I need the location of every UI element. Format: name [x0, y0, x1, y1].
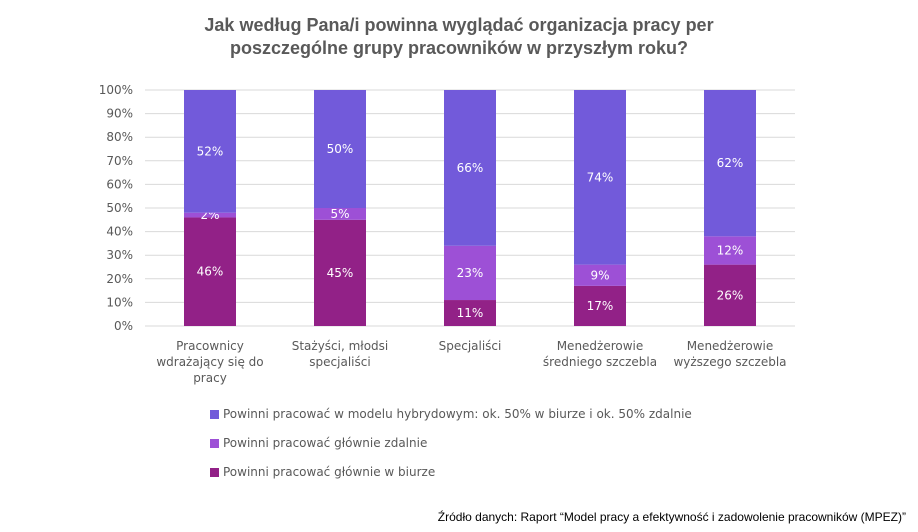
y-tick-label: 10% — [106, 295, 133, 309]
legend-item: Powinni pracować w modelu hybrydowym: ok… — [210, 407, 692, 421]
x-category-label: specjaliści — [309, 355, 370, 369]
data-label: 23% — [457, 266, 484, 280]
data-label: 11% — [457, 306, 484, 320]
bar-segment — [314, 208, 366, 220]
x-category-label: Specjaliści — [439, 339, 502, 353]
data-label: 66% — [457, 161, 484, 175]
x-category-label: Menedżerowie — [557, 339, 644, 353]
legend-label: Powinni pracować głównie w biurze — [223, 465, 436, 479]
y-tick-label: 20% — [106, 272, 133, 286]
x-category-label: wdrażający się do — [156, 355, 263, 369]
bar-segment — [704, 264, 756, 326]
bar-segment — [184, 212, 236, 218]
bar-segment — [704, 236, 756, 265]
bar-segment — [184, 217, 236, 326]
data-label: 74% — [587, 170, 614, 184]
legend-swatch — [210, 438, 219, 448]
y-tick-label: 70% — [106, 154, 133, 168]
data-label: 46% — [197, 265, 224, 279]
bar-segment — [704, 90, 756, 237]
legend-swatch — [210, 467, 219, 477]
data-label: 12% — [717, 243, 744, 257]
x-category-label: Menedżerowie — [687, 339, 774, 353]
bar-segment — [184, 90, 236, 213]
bar-segment — [314, 90, 366, 208]
y-tick-label: 60% — [106, 177, 133, 191]
data-label: 9% — [590, 268, 609, 282]
legend-item: Powinni pracować głównie w biurze — [210, 465, 435, 479]
bar-segment — [444, 300, 496, 326]
y-tick-label: 100% — [99, 83, 133, 97]
bar-segment — [574, 90, 626, 265]
data-label: 17% — [587, 299, 614, 313]
y-tick-label: 50% — [106, 201, 133, 215]
bar-segment — [444, 90, 496, 246]
x-category-label: średniego szczebla — [543, 355, 657, 369]
source-note: Źródło danych: Raport “Model pracy a efe… — [437, 510, 906, 524]
bar-segment — [574, 285, 626, 326]
data-label: 62% — [717, 156, 744, 170]
data-label: 52% — [197, 144, 224, 158]
x-category-label: pracy — [193, 371, 227, 385]
legend-label: Powinni pracować głównie zdalnie — [223, 436, 428, 450]
y-tick-label: 90% — [106, 107, 133, 121]
x-category-label: Pracownicy — [176, 339, 244, 353]
data-label: 26% — [717, 288, 744, 302]
bar-segment — [444, 245, 496, 301]
data-label: 45% — [327, 266, 354, 280]
y-tick-label: 80% — [106, 130, 133, 144]
chart-title-line2: poszczególne grupy pracowników w przyszł… — [229, 38, 689, 58]
y-tick-label: 40% — [106, 225, 133, 239]
chart-plot: 0%10%20%30%40%50%60%70%80%90%100%46%2%52… — [99, 83, 795, 385]
data-label: 50% — [327, 142, 354, 156]
legend-label: Powinni pracować w modelu hybrydowym: ok… — [223, 407, 692, 421]
data-label: 5% — [330, 207, 349, 221]
legend-item: Powinni pracować głównie zdalnie — [210, 436, 427, 450]
bar-segment — [314, 219, 366, 326]
bar-segment — [574, 264, 626, 286]
chart-title-line1: Jak według Pana/i powinna wyglądać organ… — [204, 15, 714, 35]
y-tick-label: 30% — [106, 248, 133, 262]
x-category-label: wyższego szczebla — [673, 355, 786, 369]
legend-swatch — [210, 409, 219, 419]
x-category-label: Stażyści, młodsi — [292, 339, 389, 353]
y-tick-label: 0% — [114, 319, 133, 333]
